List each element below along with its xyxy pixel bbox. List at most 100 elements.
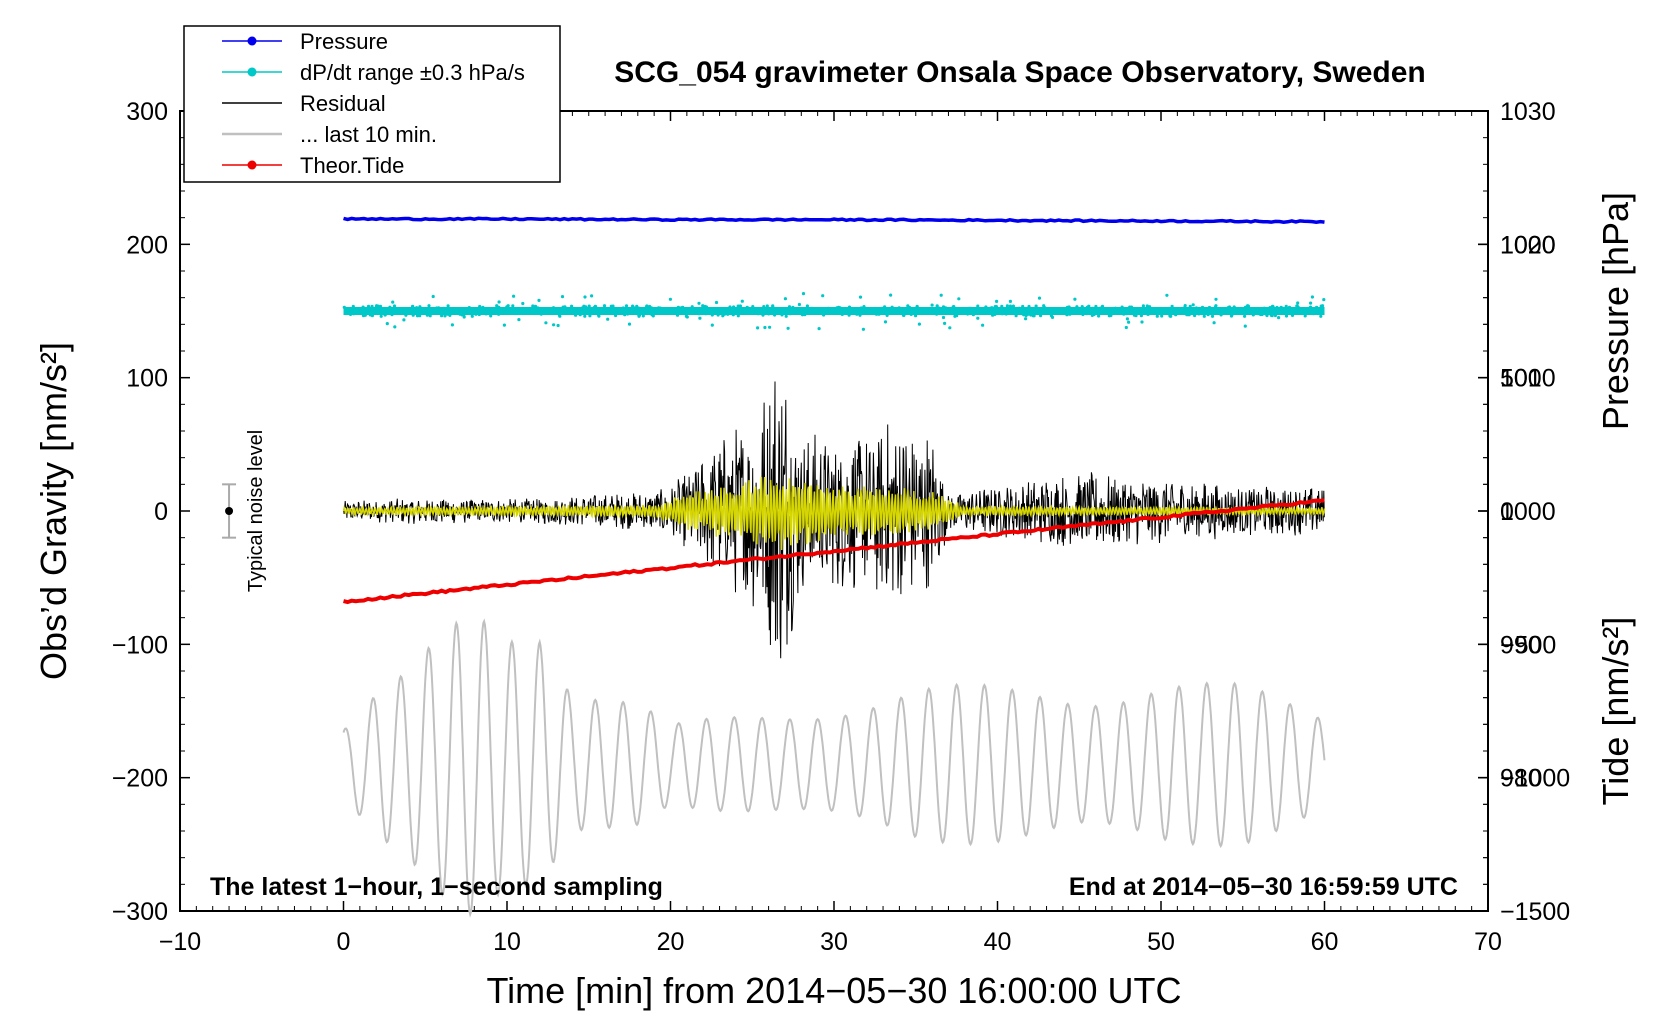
dpdt-point [951,308,956,312]
dpdt-point [1268,306,1272,310]
x-tick-label: 40 [984,928,1012,956]
dpdt-point [1284,314,1289,318]
dpdt-point [524,310,528,314]
dpdt-point [479,310,483,314]
dpdt-point [422,311,426,315]
dpdt-point [490,309,494,313]
dpdt-point [1164,310,1169,314]
dpdt-point [346,310,350,314]
dpdt-point [767,311,771,315]
dpdt-point [564,311,568,315]
dpdt-point [700,311,704,315]
dpdt-point [352,311,356,315]
dpdt-point [467,306,471,310]
dpdt-point [765,304,769,308]
dpdt-point [646,311,651,315]
dpdt-point [1129,305,1134,309]
dpdt-point [1034,304,1038,308]
dpdt-point [602,304,607,308]
dpdt-point [993,312,997,316]
dpdt-point [664,307,668,311]
dpdt-point [652,308,656,312]
legend-label-0: Pressure [300,29,388,54]
dpdt-point [1287,305,1292,309]
dpdt-point [751,305,755,309]
series-last-10-min [342,618,1326,918]
y-tide-tick-label: −1000 [1500,765,1570,793]
dpdt-point [364,311,368,315]
dpdt-point [459,312,463,316]
dpdt-point [1008,299,1013,303]
dpdt-point [431,294,435,299]
dpdt-point [1124,312,1128,316]
dpdt-point [1222,310,1226,314]
dpdt-point [1243,314,1247,318]
y-left-tick-label: 0 [154,498,168,526]
dpdt-point [697,301,701,305]
dpdt-point [1075,305,1079,309]
dpdt-point [807,311,811,315]
y-pressure-tick-label: 990 [1500,631,1542,659]
dpdt-point [1063,308,1067,312]
dpdt-point [915,305,919,309]
dpdt-point [391,300,395,304]
noise-level-indicator: Typical noise level [222,430,267,592]
dpdt-point [849,308,853,312]
dpdt-point [1191,303,1195,307]
dpdt-point [1134,314,1138,318]
dpdt-point [1290,313,1295,317]
dpdt-point [1102,310,1106,314]
dpdt-point [587,304,591,308]
y-left-tick-label: 100 [126,365,168,393]
dpdt-point [375,304,379,308]
dpdt-point [578,313,582,317]
dpdt-point [1256,312,1260,316]
dpdt-point [706,309,710,314]
dpdt-point [533,304,538,308]
dpdt-point [383,313,387,317]
dpdt-point [437,306,441,310]
dpdt-point [995,299,999,303]
dpdt-point [1310,295,1314,299]
dpdt-point [917,322,922,326]
dpdt-point [810,306,814,310]
dpdt-point [1026,312,1030,316]
dpdt-point [366,304,371,308]
dpdt-point [903,307,907,311]
dpdt-point [907,305,912,310]
chart-title: SCG_054 gravimeter Onsala Space Observat… [614,56,1426,89]
dpdt-point [885,313,889,317]
dpdt-point [579,307,583,311]
dpdt-point [919,311,923,315]
dpdt-point [914,314,918,318]
dpdt-point [606,307,610,311]
dpdt-point [943,321,947,325]
dpdt-point [783,297,788,301]
dpdt-point [1047,309,1051,313]
dpdt-point [619,307,623,311]
dpdt-point [497,312,501,316]
dpdt-point [493,311,497,315]
dpdt-point [505,305,509,309]
dpdt-point [998,309,1002,313]
dpdt-point [570,308,574,312]
dpdt-point [797,302,802,307]
dpdt-point [443,314,447,318]
dpdt-point [1137,308,1141,312]
dpdt-point [1273,313,1277,318]
dpdt-point [948,326,952,330]
dpdt-point [517,318,521,322]
dpdt-point [1034,309,1038,314]
dpdt-point [868,310,872,314]
dpdt-point [889,293,893,297]
dpdt-point [684,314,689,318]
y-tide-tick-label: 500 [1500,365,1542,393]
x-tick-label: 70 [1474,928,1502,956]
dpdt-point [601,310,605,314]
dpdt-point [648,304,652,309]
dpdt-point [731,313,735,317]
dpdt-point [768,325,772,329]
dpdt-point [1253,307,1257,311]
dpdt-point [1131,308,1135,312]
dpdt-point [1094,304,1098,309]
